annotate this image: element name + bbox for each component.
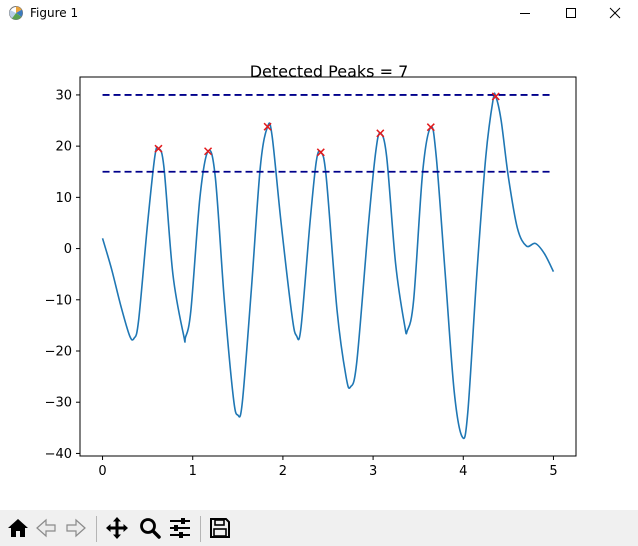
x-tick-label: 2 (279, 464, 287, 479)
matplotlib-logo-icon (8, 5, 24, 21)
forward-icon (66, 518, 86, 538)
maximize-icon (566, 8, 576, 18)
pan-button[interactable] (103, 514, 131, 542)
peak-marker (376, 129, 385, 138)
zoom-button[interactable] (136, 514, 164, 542)
toolbar-separator (200, 516, 201, 542)
pan-icon (106, 517, 128, 539)
zoom-icon (140, 518, 161, 539)
close-icon (609, 7, 621, 19)
toolbar-separator (96, 516, 97, 542)
save-button[interactable] (206, 514, 234, 542)
y-tick-label: −30 (45, 396, 72, 411)
minimize-icon (520, 13, 530, 14)
y-tick-label: 10 (55, 191, 72, 206)
peak-marker (263, 122, 272, 131)
home-button[interactable] (4, 514, 32, 542)
save-icon (210, 518, 230, 538)
y-tick-label: −10 (45, 293, 72, 308)
back-icon (36, 518, 56, 538)
maximize-button[interactable] (548, 0, 594, 26)
y-tick-label: −20 (45, 345, 72, 360)
x-tick-label: 0 (98, 464, 106, 479)
y-tick-label: 0 (64, 242, 72, 257)
configure-subplots-icon (170, 518, 190, 538)
x-tick-label: 5 (549, 464, 557, 479)
peak-marker (491, 92, 500, 101)
forward-button[interactable] (62, 514, 90, 542)
chart-title: Detected Peaks = 7 (250, 62, 409, 81)
home-icon (8, 519, 28, 537)
peak-marker (426, 123, 435, 132)
y-tick-label: 30 (55, 88, 72, 103)
peak-marker (154, 144, 163, 153)
y-tick-label: 20 (55, 140, 72, 155)
axes-frame (79, 76, 577, 457)
back-button[interactable] (32, 514, 60, 542)
window-titlebar[interactable]: Figure 1 (0, 0, 638, 26)
x-tick-label: 4 (459, 464, 467, 479)
x-tick-label: 3 (369, 464, 377, 479)
figure-canvas[interactable]: Detected Peaks = 7 0 1 2 3 4 5 −40 −30 −20 −10 0 10… (0, 26, 638, 510)
x-tick-label: 1 (189, 464, 197, 479)
signal-line (101, 92, 555, 440)
peaks-chart: Detected Peaks = 7 0 1 2 3 4 5 −40 −30 −20 −10 0 10… (45, 62, 577, 479)
y-tick-label: −40 (45, 447, 72, 462)
window-title: Figure 1 (30, 6, 79, 20)
minimize-button[interactable] (502, 0, 548, 26)
peak-marker (204, 147, 213, 156)
close-button[interactable] (592, 0, 638, 26)
configure-subplots-button[interactable] (166, 514, 194, 542)
peak-marker (316, 148, 325, 157)
navigation-toolbar (0, 510, 638, 546)
